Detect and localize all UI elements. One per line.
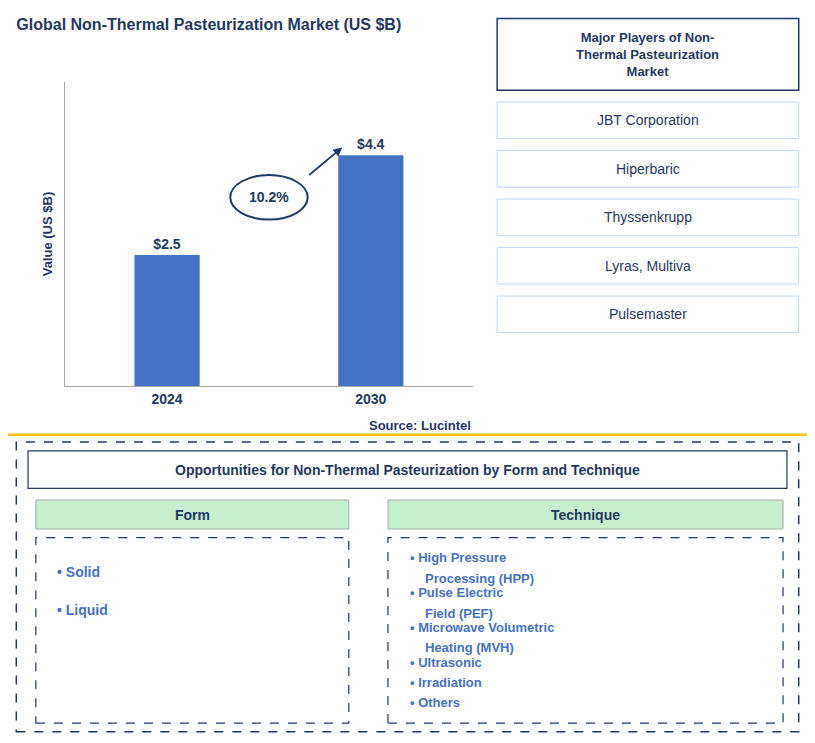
svg-text:Processing (HPP): Processing (HPP): [425, 571, 534, 586]
svg-text:Value (US $B): Value (US $B): [40, 192, 55, 277]
svg-text:2030: 2030: [355, 391, 386, 407]
svg-text:Pulsemaster: Pulsemaster: [609, 306, 687, 322]
svg-text:Technique: Technique: [551, 507, 620, 523]
svg-text:• High Pressure: • High Pressure: [410, 550, 506, 565]
svg-text:Thyssenkrupp: Thyssenkrupp: [604, 209, 692, 225]
svg-text:• Irradiation: • Irradiation: [410, 675, 482, 690]
svg-text:JBT Corporation: JBT Corporation: [597, 112, 699, 128]
svg-text:Global Non-Thermal Pasteurizat: Global Non-Thermal Pasteurization Market…: [16, 16, 401, 33]
svg-text:Opportunities for Non-Thermal: Opportunities for Non-Thermal Pasteuriza…: [175, 462, 640, 478]
svg-text:Form: Form: [175, 507, 210, 523]
svg-text:Lyras, Multiva: Lyras, Multiva: [605, 258, 691, 274]
svg-text:Heating (MVH): Heating (MVH): [425, 640, 514, 655]
svg-text:• Others: • Others: [410, 695, 460, 710]
svg-text:• Pulse Electric: • Pulse Electric: [410, 585, 503, 600]
svg-text:Major Players of Non-Thermal P: Major Players of Non-Thermal Pasteurizat…: [576, 30, 719, 79]
svg-text:• Liquid: • Liquid: [57, 602, 108, 618]
svg-text:Source: Lucintel: Source: Lucintel: [369, 418, 471, 433]
svg-text:Hiperbaric: Hiperbaric: [616, 161, 680, 177]
svg-text:10.2%: 10.2%: [249, 189, 289, 205]
svg-text:Field (PEF): Field (PEF): [425, 606, 493, 621]
svg-text:• Ultrasonic: • Ultrasonic: [410, 655, 482, 670]
svg-text:2024: 2024: [151, 391, 182, 407]
svg-text:• Solid: • Solid: [57, 564, 100, 580]
svg-text:$4.4: $4.4: [357, 136, 384, 152]
svg-text:$2.5: $2.5: [153, 236, 180, 252]
svg-text:• Microwave Volumetric: • Microwave Volumetric: [410, 620, 554, 635]
